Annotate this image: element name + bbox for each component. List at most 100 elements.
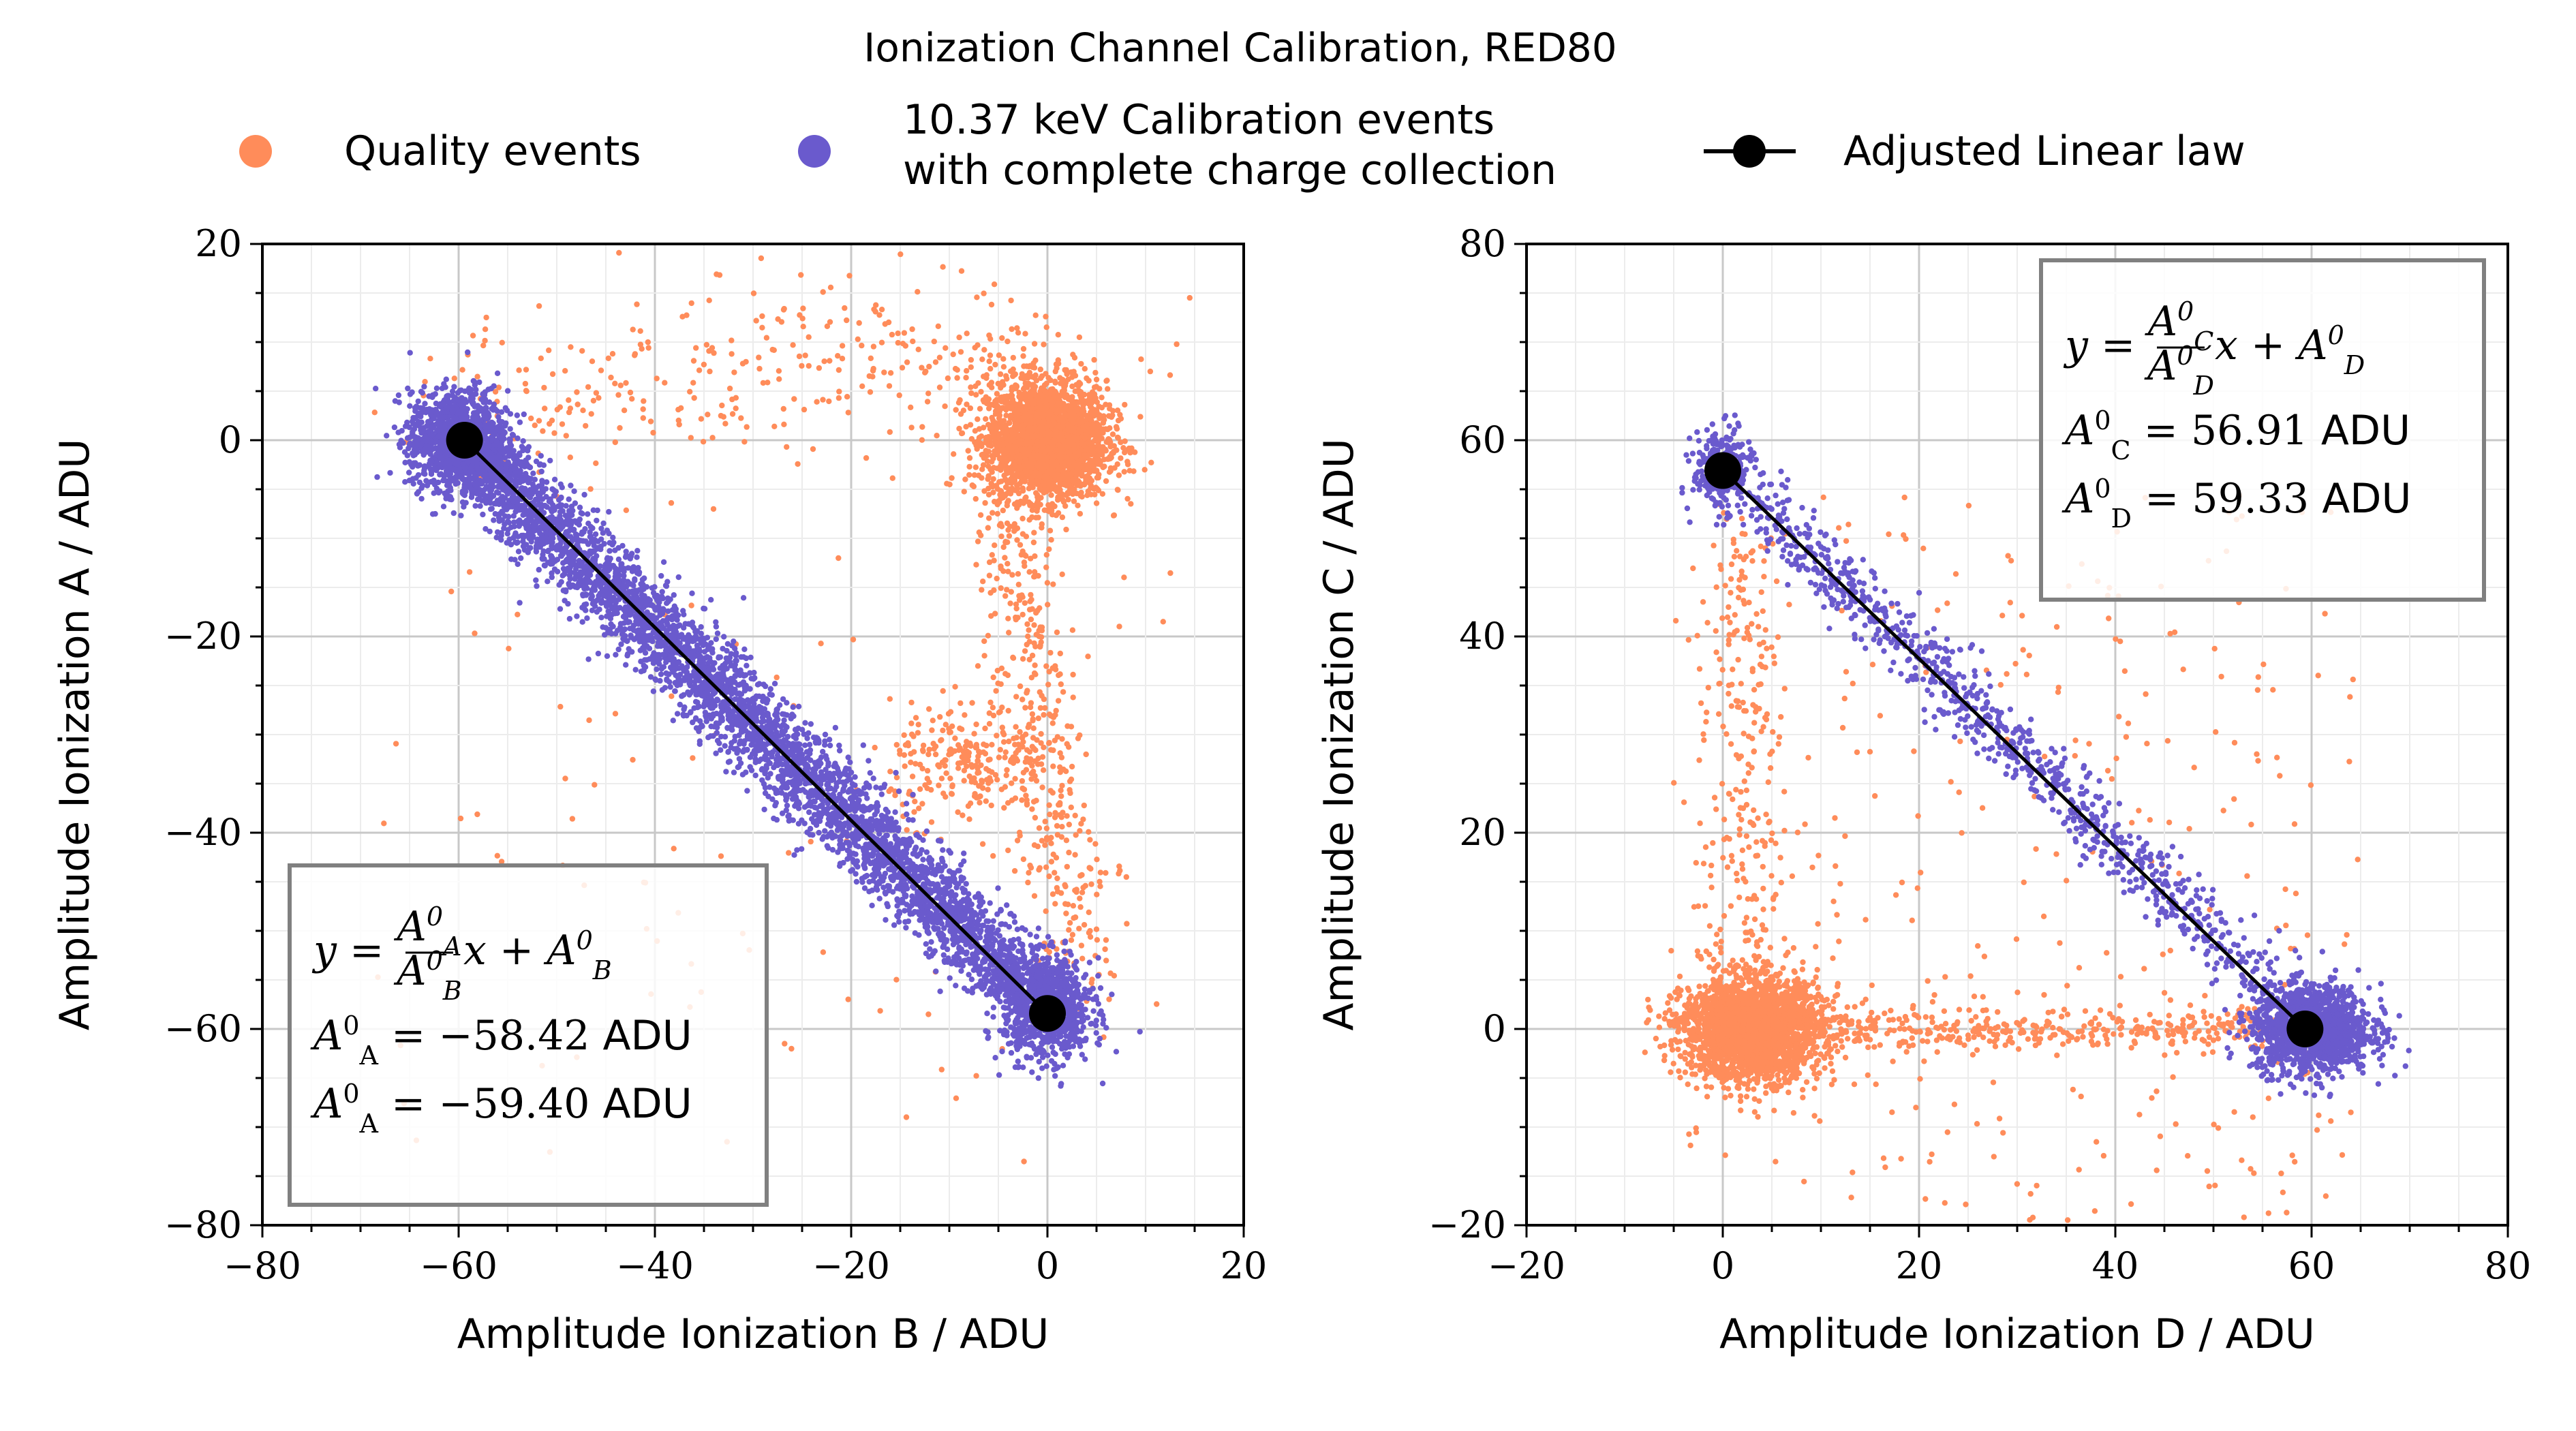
scatter-point [1066,459,1073,466]
scatter-point [1066,395,1073,401]
scatter-point [1093,500,1100,506]
scatter-point [1002,593,1009,599]
scatter-point [612,711,619,717]
scatter-point [1073,436,1079,443]
scatter-point [1002,399,1009,406]
scatter-point [1052,870,1058,876]
scatter-point [1154,1001,1160,1007]
scatter-point [936,764,942,770]
scatter-point [729,351,735,357]
scatter-point [719,402,725,409]
scatter-point [1087,837,1093,843]
scatter-point [917,786,923,793]
scatter-point [985,485,992,492]
scatter-point [1116,624,1122,630]
scatter-point [1101,463,1107,470]
scatter-point [991,557,997,564]
scatter-point [729,337,735,343]
scatter-point [650,429,656,436]
scatter-point [1089,976,1095,983]
scatter-point [1031,529,1037,536]
scatter-point [541,384,547,391]
scatter-point [953,1095,960,1101]
scatter-point [998,533,1005,540]
scatter-point [1059,571,1065,577]
scatter-point [1070,903,1077,909]
scatter-point [1071,462,1078,468]
scatter-point [621,407,628,414]
scatter-point [743,358,749,365]
scatter-point [855,336,861,342]
scatter-point [982,499,988,506]
scatter-point [965,803,972,810]
scatter-point [557,404,563,410]
scatter-point [759,313,765,320]
scatter-point [992,361,998,368]
scatter-point [482,405,488,412]
scatter-point [1012,463,1019,470]
scatter-point [1058,890,1064,896]
scatter-point [1124,461,1131,467]
scatter-point [418,485,425,491]
scatter-point [474,811,480,818]
scatter-point [872,744,878,751]
scatter-point [1029,806,1035,812]
scatter-point [384,433,390,439]
scatter-point [961,489,968,495]
scatter-point [868,355,874,361]
scatter-point [393,741,399,747]
scatter-point [1033,610,1039,616]
scatter-point [826,398,832,405]
scatter-point [1032,384,1039,390]
scatter-point [433,385,440,391]
scatter-point [1103,478,1109,484]
scatter-point [532,422,538,429]
scatter-point [957,725,963,732]
scatter-point [1019,696,1026,703]
scatter-point [1069,763,1075,770]
scatter-point [1067,920,1073,926]
scatter-point [1063,837,1070,844]
scatter-point [863,455,870,461]
legend-law-marker [1733,135,1766,168]
scatter-point [1037,425,1043,431]
scatter-point [975,472,982,478]
scatter-point [1071,354,1078,361]
scatter-point [1020,433,1026,439]
scatter-point [1102,946,1108,953]
scatter-point [923,368,929,375]
scatter-point [617,382,624,388]
scatter-point [1041,341,1047,348]
scatter-point [1027,598,1033,604]
scatter-point [1086,929,1092,936]
scatter-point [566,397,572,403]
scatter-point [1000,731,1007,738]
scatter-point [1058,476,1064,483]
scatter-point [952,683,958,690]
scatter-point [964,330,970,337]
scatter-point [1078,360,1084,367]
scatter-point [895,339,902,346]
scatter-point [996,412,1003,418]
scatter-point [1024,690,1030,696]
scatter-point [450,510,457,517]
scatter-point [1015,422,1022,429]
scatter-point [1118,455,1124,461]
scatter-point [451,375,457,382]
scatter-point [1026,759,1033,766]
scatter-point [1141,467,1148,473]
scatter-point [926,363,932,370]
scatter-point [949,782,955,788]
scatter-point [1005,847,1011,854]
scatter-point [948,790,955,797]
scatter-point [926,746,932,753]
scatter-point [1047,475,1053,482]
scatter-point [925,1011,932,1017]
scatter-point [609,351,616,357]
scatter-point [886,383,893,389]
scatter-point [1077,493,1084,499]
scatter-point [1085,464,1092,470]
scatter-point [1031,622,1037,628]
scatter-point [1037,463,1043,469]
scatter-point [799,363,805,369]
